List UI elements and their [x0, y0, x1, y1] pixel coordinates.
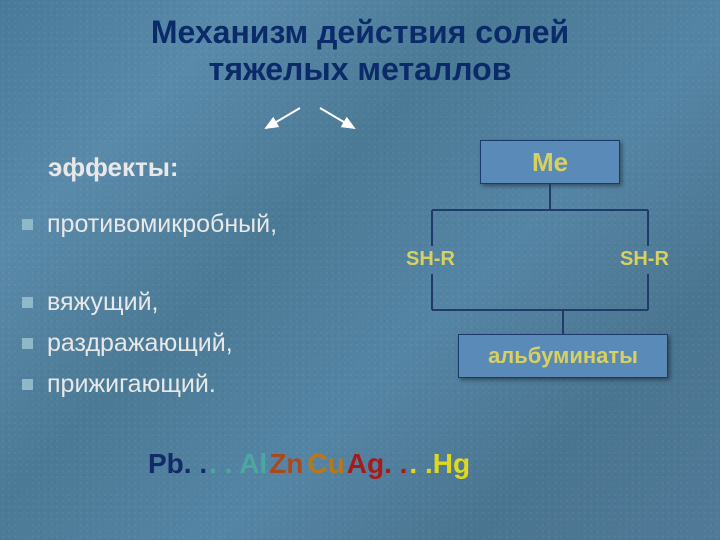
bullet-icon — [22, 219, 33, 230]
element-token: . .Hg — [409, 448, 470, 480]
title-line1: Механизм действия солей — [0, 14, 720, 51]
albuminaty-node: альбуминаты — [458, 334, 668, 378]
effects-list-2: вяжущий, раздражающий, прижигающий. — [22, 288, 233, 411]
element-token: Ag. . — [347, 448, 408, 480]
bullet-icon — [22, 338, 33, 349]
element-token: Cu — [307, 448, 344, 480]
bullet-icon — [22, 297, 33, 308]
title-line2: тяжелых металлов — [0, 51, 720, 88]
albuminaty-node-label: альбуминаты — [488, 343, 638, 369]
list-item-label: вяжущий, — [47, 288, 159, 317]
me-node: Ме — [480, 140, 620, 184]
element-token: Pb. . — [148, 448, 207, 480]
list-item: вяжущий, — [22, 288, 233, 317]
effects-label: эффекты: — [48, 152, 179, 183]
element-token: . . Al — [209, 448, 267, 480]
list-item-label: прижигающий. — [47, 370, 216, 399]
me-node-label: Ме — [532, 147, 568, 178]
bullet-icon — [22, 379, 33, 390]
shr-left-label: SH-R — [406, 248, 455, 271]
element-token: Zn — [269, 448, 303, 480]
slide-title: Механизм действия солей тяжелых металлов — [0, 14, 720, 88]
shr-right-label: SH-R — [620, 248, 669, 271]
effects-list-1: противомикробный, — [22, 210, 277, 251]
list-item: противомикробный, — [22, 210, 277, 239]
list-item: раздражающий, — [22, 329, 233, 358]
list-item-label: противомикробный, — [47, 210, 277, 239]
list-item: прижигающий. — [22, 370, 233, 399]
list-item-label: раздражающий, — [47, 329, 233, 358]
elements-row: Pb. . . . Al Zn Cu Ag. . . .Hg — [148, 448, 472, 480]
